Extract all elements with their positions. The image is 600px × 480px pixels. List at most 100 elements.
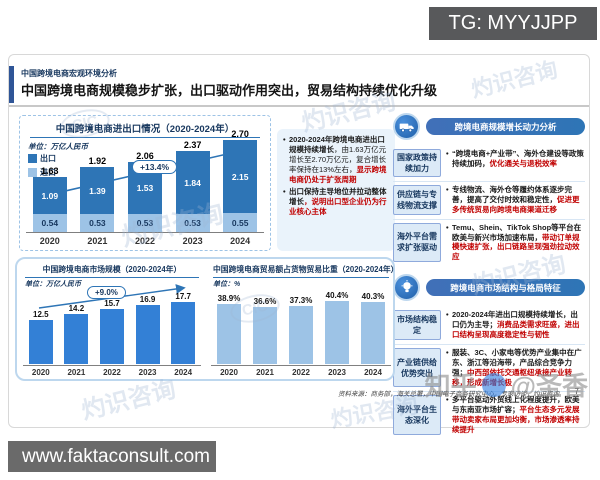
- market-structure-section: 跨境电商市场结构与格局特征 市场结构稳定2020-2024年进出口规模持续增长，…: [393, 274, 585, 439]
- bar-total-label: 1.63: [41, 166, 59, 176]
- text-segment: 带动订单规模快速扩张，出口链路呈现强劲拉动效应: [452, 232, 580, 262]
- row-label: 海外平台需求扩张驱动: [393, 222, 441, 263]
- chart-unit-label: 单位：万亿人民币: [28, 142, 88, 151]
- bar-value-label: 15.7: [104, 299, 120, 308]
- axis-year-label: 2023: [182, 236, 203, 246]
- legend-swatch: [28, 154, 37, 163]
- text-segment: Temu、Shein、TikTok Shop等平台在欧美与新兴市场加速布局，: [452, 222, 582, 242]
- bar-column: 38.9%: [211, 294, 247, 364]
- import-segment: 0.53: [127, 214, 162, 232]
- bar-value-label: 40.4%: [325, 291, 349, 300]
- stacked-bar: 1.84 0.53: [175, 151, 210, 232]
- bar-value-label: 37.3%: [289, 296, 313, 305]
- analysis-row: 国家政策持续加力“跨境电商+产业带”、海外仓建设等政策持续加码，优化通关与退税效…: [393, 146, 585, 182]
- text-segment: 消费品类需求旺盛，进出口结构呈现高度稳定性与韧性: [452, 320, 580, 340]
- bottom-charts-panel: 中国跨境电商市场规模（2020-2024年） 单位：万亿人民币 +9.0% 12…: [15, 257, 398, 381]
- export-segment: 1.84: [175, 151, 210, 214]
- source-note: 资料来源：商务部，海关总署，中国电子商务研究中心，专家访谈，灼识咨询: [338, 391, 559, 398]
- axis-year-label: 2023: [328, 368, 346, 377]
- import-segment: 0.53: [175, 214, 210, 232]
- row-label: 国家政策持续加力: [393, 149, 441, 177]
- title-accent-bar: [9, 66, 14, 103]
- bar: [253, 307, 277, 364]
- text-segment: 2020-2024年进出口规模持续增长，出口仍为主导；: [452, 310, 578, 330]
- bar-column: 16.9: [130, 295, 166, 364]
- insight-bullet: 2020-2024年跨境电商进出口规模持续增长，由1.63万亿元增长至2.70万…: [283, 135, 390, 184]
- site-watermark-badge: www.faktaconsult.com: [8, 441, 216, 472]
- bar-total-label: 1.92: [88, 156, 107, 166]
- text-segment: 优化通关与退税效率: [489, 158, 558, 168]
- analysis-row: 供应链与专线物流支撑专线物流、海外仓等履约体系逐步完善，提高了交付时效和稳定性，…: [393, 182, 585, 220]
- text-segment: 促进更多传统贸易向跨境电商渠道迁移: [452, 194, 580, 214]
- row-label: 供应链与专线物流支撑: [393, 185, 441, 215]
- structure-rows: 市场结构稳定2020-2024年进出口规模持续增长，出口仍为主导；消费品类需求旺…: [393, 307, 585, 439]
- text-segment: ，说明出口型企业仍为行业核心主体: [289, 197, 387, 217]
- analysis-row: 海外平台生态深化多平台驱动外贸线上化程度提升，欧美与东南亚市场扩容；平台生态多元…: [393, 392, 585, 439]
- row-text: 服装、3C、小家电等优势产业集中在广东、浙江等沿海带，产品综合竞争力强；中西部依…: [446, 348, 585, 388]
- stacked-bar: 1.39 0.53: [80, 167, 115, 232]
- text-segment: 平台生态多元发展带动卖家布局更加均衡，市场渗透率持续提升: [452, 405, 580, 435]
- axis-year-label: 2021: [87, 236, 108, 246]
- text-segment: 出口保持主导地位并拉动整体增长: [289, 187, 387, 207]
- bar-column: 2.37 1.84 0.53: [169, 140, 217, 232]
- legend-swatch: [28, 168, 37, 177]
- axis-year-label: 2024: [364, 368, 382, 377]
- bar-column: 2.70 2.15 0.55: [216, 129, 264, 232]
- bar: [217, 304, 241, 364]
- chart-title: 中国跨境电商进出口情况（2020-2024年）: [30, 121, 260, 138]
- row-label: 海外平台生态深化: [393, 395, 441, 436]
- bar-value-label: 36.6%: [253, 297, 277, 306]
- insight-note-box: 2020-2024年跨境电商进出口规模持续增长，由1.63万亿元增长至2.70万…: [277, 129, 395, 251]
- row-label: 市场结构稳定: [393, 310, 441, 340]
- import-export-chart-panel: 中国跨境电商进出口情况（2020-2024年） 单位：万亿人民币 出口进口 +1…: [19, 115, 271, 251]
- x-axis: 2020 2021 2022 2023 2024: [23, 365, 201, 379]
- bar-column: 37.3%: [283, 296, 319, 364]
- section-title-pill: 跨境电商规模增长动力分析: [426, 118, 585, 135]
- analysis-row: 海外平台需求扩张驱动 Temu、Shein、TikTok Shop等平台在欧美与新…: [393, 220, 585, 267]
- stacked-bar: 1.09 0.54: [32, 177, 67, 232]
- text-segment: 显示跨境电商仍处于扩张周期: [289, 164, 387, 184]
- row-text: “跨境电商+产业带”、海外仓建设等政策持续加码，优化通关与退税效率: [446, 149, 585, 177]
- x-axis: 2020 2021 2022 2023 2024: [211, 365, 391, 379]
- row-text: 2020-2024年进出口规模持续增长，出口仍为主导；消费品类需求旺盛，进出口结…: [446, 310, 585, 340]
- axis-year-label: 2021: [256, 368, 274, 377]
- export-segment: 1.39: [80, 167, 115, 214]
- bar-column: 14.2: [59, 304, 95, 364]
- market-size-chart: 中国跨境电商市场规模（2020-2024年） 单位：万亿人民币 +9.0% 12…: [21, 262, 203, 380]
- bar: [135, 305, 160, 364]
- text-segment: 专线物流、海外仓等履约体系逐步完善，提高了交付时效和稳定性，: [452, 185, 572, 204]
- cagr-badge: +13.4%: [132, 160, 178, 174]
- driver-rows: 国家政策持续加力“跨境电商+产业带”、海外仓建设等政策持续加码，优化通关与退税效…: [393, 146, 585, 266]
- telegram-badge: TG: MYYJJPP: [429, 7, 597, 40]
- import-segment: 0.54: [32, 214, 67, 232]
- axis-year-label: 2022: [292, 368, 310, 377]
- export-segment: 2.15: [223, 140, 258, 213]
- text-segment: ，由1.63万亿元增长至2.70万亿元，复合增长率保持在13%左右，: [289, 144, 387, 174]
- chart-unit-label: 单位：%: [213, 281, 241, 288]
- legend-label: 出口: [40, 154, 56, 163]
- bar-column: 1.92 1.39 0.53: [74, 156, 122, 232]
- x-axis: 2020 2021 2022 2023 2024: [26, 232, 264, 248]
- axis-year-label: 2023: [138, 368, 157, 377]
- legend-item: 出口: [28, 153, 56, 164]
- cagr-badge: +9.0%: [87, 286, 126, 299]
- bar-column: 40.3%: [355, 292, 391, 364]
- legend-item: 进口: [28, 167, 56, 178]
- title-divider: [9, 105, 589, 107]
- bulb-icon: [393, 274, 420, 302]
- export-segment: 1.09: [32, 177, 67, 214]
- bar-value-label: 38.9%: [217, 294, 241, 303]
- row-label: 产业链供给优势突出: [393, 347, 441, 388]
- bar-value-label: 16.9: [139, 295, 156, 304]
- bar-column: 12.5: [23, 310, 59, 364]
- bar: [99, 309, 124, 364]
- chart-unit-label: 单位：万亿人民币: [25, 281, 81, 288]
- row-text: 多平台驱动外贸线上化程度提升，欧美与东南亚市场扩容；平台生态多元发展带动卖家布局…: [446, 395, 585, 435]
- slide-kicker: 中国跨境电商宏观环境分析: [21, 69, 117, 78]
- truck-icon: [393, 113, 420, 140]
- report-slide: 中国跨境电商宏观环境分析 中国跨境电商规模稳步扩张，出口驱动作用突出，贸易结构持…: [8, 54, 590, 436]
- section-header: 跨境电商规模增长动力分析: [393, 113, 585, 140]
- stacked-bar-plot: 1.63 1.09 0.54 1.92 1.39 0.53 2.06 1.53 0.53 2.37…: [26, 120, 264, 232]
- axis-year-label: 2020: [220, 368, 238, 377]
